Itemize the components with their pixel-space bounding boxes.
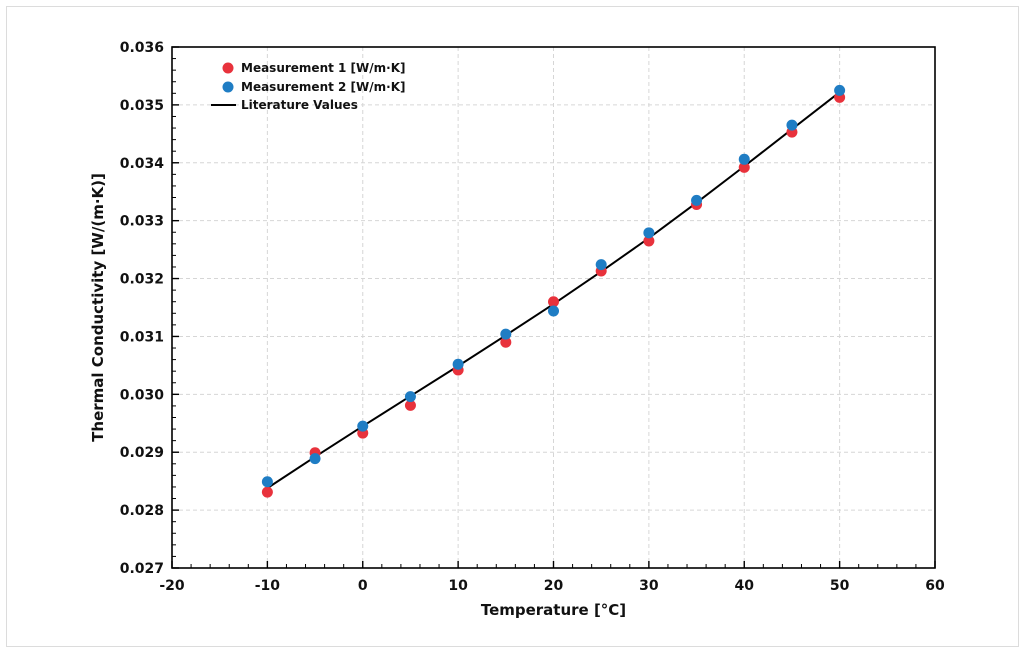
legend-label-measurement-2: Measurement 2 [W/m·K] — [241, 80, 406, 94]
x-tick-labels: -20 -10 0 10 20 30 40 50 60 — [159, 578, 945, 594]
legend: Measurement 1 [W/m·K] Measurement 2 [W/m… — [211, 61, 406, 112]
measurement-2-point — [500, 328, 512, 340]
x-tick-label: 30 — [639, 578, 659, 594]
measurement-1-point — [738, 161, 750, 173]
legend-marker-measurement-2 — [222, 81, 234, 93]
y-tick-label: 0.029 — [120, 445, 164, 461]
x-tick-label: -10 — [255, 578, 281, 594]
x-tick-label: 40 — [735, 578, 755, 594]
measurement-2-point — [786, 119, 798, 131]
measurement-2-point — [643, 227, 655, 239]
measurement-2-point — [404, 391, 416, 403]
measurement-2-point — [357, 420, 369, 432]
x-tick-label: 0 — [358, 578, 368, 594]
y-axis-title: Thermal Conductivity [W/(m·K)] — [89, 173, 107, 442]
measurement-1-point — [643, 235, 655, 247]
x-tick-label: -20 — [159, 578, 185, 594]
measurement-2-point — [452, 358, 464, 370]
legend-marker-measurement-1 — [222, 62, 234, 74]
y-tick-label: 0.036 — [120, 40, 164, 56]
measurement-1-point — [548, 296, 559, 308]
legend-label-measurement-1: Measurement 1 [W/m·K] — [241, 61, 406, 75]
x-axis-title: Temperature [°C] — [481, 601, 626, 619]
measurement-2-point — [309, 453, 321, 465]
measurement-2-point — [691, 194, 703, 206]
measurement-2-point — [261, 476, 273, 488]
y-tick-label: 0.028 — [120, 503, 164, 519]
x-tick-label: 50 — [830, 578, 850, 594]
measurement-2-point — [548, 305, 559, 317]
measurement-2-point — [834, 84, 846, 96]
measurement-1-point — [500, 336, 512, 348]
x-tick-label: 60 — [925, 578, 945, 594]
y-tick-labels: 0.027 0.028 0.029 0.030 0.031 0.032 0.033 0.034… — [120, 40, 165, 577]
y-tick-label: 0.034 — [120, 156, 165, 172]
axis-ticks — [171, 46, 936, 569]
chart-frame — [6, 6, 1019, 647]
y-tick-label: 0.033 — [120, 214, 164, 230]
x-tick-label: 20 — [544, 578, 564, 594]
y-tick-label: 0.035 — [120, 98, 164, 114]
x-tick-label: 10 — [448, 578, 468, 594]
y-tick-label: 0.027 — [120, 561, 164, 577]
measurement-1-point — [404, 399, 416, 411]
legend-label-literature-values: Literature Values — [241, 98, 358, 112]
measurement-2-point — [738, 153, 750, 165]
y-tick-label: 0.031 — [120, 329, 164, 345]
measurement-1-point — [261, 486, 273, 498]
data-points — [261, 84, 846, 498]
y-tick-label: 0.032 — [120, 272, 164, 288]
y-tick-label: 0.030 — [120, 387, 165, 403]
measurement-2-point — [595, 259, 607, 271]
